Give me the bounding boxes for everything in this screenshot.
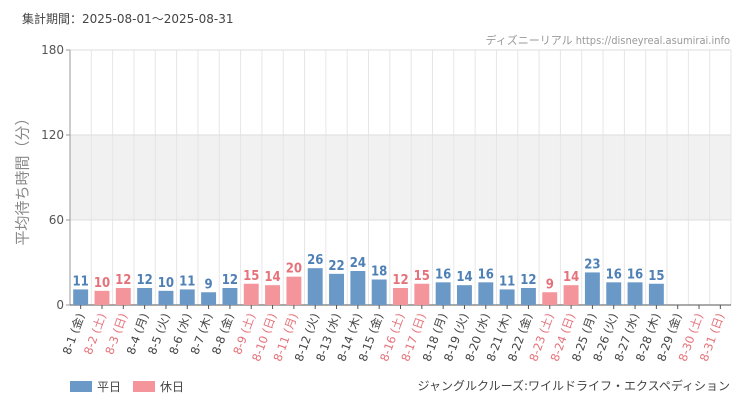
bar-holiday [115, 288, 131, 305]
bar-weekday [499, 289, 515, 305]
y-tick-label: 120 [41, 128, 64, 142]
bar-value-label: 16 [606, 267, 622, 282]
bar-value-label: 23 [584, 257, 600, 272]
bar-weekday [606, 282, 622, 305]
bar-value-label: 9 [546, 277, 554, 292]
bar-weekday [222, 288, 238, 305]
bar-holiday [414, 283, 430, 305]
bar-value-label: 12 [520, 273, 536, 288]
bar-value-label: 11 [73, 274, 89, 289]
bar-value-label: 10 [94, 276, 110, 291]
bar-weekday [648, 283, 664, 305]
bar-value-label: 22 [328, 259, 344, 274]
bar-value-label: 14 [264, 270, 280, 285]
bar-value-label: 15 [648, 269, 664, 284]
bar-holiday [265, 285, 281, 305]
bar-value-label: 26 [307, 253, 323, 268]
y-tick-label: 0 [56, 298, 64, 312]
bar-weekday [520, 288, 536, 305]
collection-period: 集計期間：2025-08-01～2025-08-31 [22, 12, 234, 26]
bar-value-label: 11 [499, 274, 515, 289]
bar-holiday [563, 285, 579, 305]
bar-weekday [307, 268, 323, 305]
bar-value-label: 12 [136, 273, 152, 288]
site-credit: ディズニーリアル https://disneyreal.asumirai.inf… [485, 34, 730, 47]
bar-weekday [371, 279, 387, 305]
bar-value-label: 24 [350, 256, 366, 271]
bar-value-label: 20 [286, 262, 302, 277]
bar-weekday [73, 289, 89, 305]
bar-value-label: 10 [158, 276, 174, 291]
bar-weekday [478, 282, 494, 305]
bar-holiday [393, 288, 408, 305]
bar-value-label: 14 [563, 270, 579, 285]
bar-value-label: 15 [414, 269, 430, 284]
legend-item-weekday[interactable]: 平日 [70, 378, 121, 395]
bar-weekday [584, 272, 600, 305]
legend-label-holiday: 休日 [160, 380, 185, 394]
bar-weekday [158, 290, 174, 305]
bar-value-label: 12 [392, 273, 408, 288]
bar-weekday [435, 282, 451, 305]
bar-value-label: 11 [179, 274, 195, 289]
bar-value-label: 14 [456, 270, 472, 285]
bar-weekday [627, 282, 643, 305]
bar-weekday [137, 288, 153, 305]
bar-value-label: 12 [115, 273, 131, 288]
background-band [70, 135, 731, 220]
y-tick-label: 60 [49, 213, 64, 227]
legend-swatch-holiday [133, 381, 156, 392]
bar-value-label: 12 [222, 273, 238, 288]
y-tick-label: 180 [41, 43, 64, 57]
attraction-name: ジャングルクルーズ:ワイルドライフ・エクスペディション [417, 379, 730, 393]
bar-value-label: 18 [371, 265, 387, 280]
bar-value-label: 16 [478, 267, 494, 282]
bar-weekday [457, 285, 472, 305]
legend: 平日 休日 [70, 378, 196, 395]
bar-weekday [179, 289, 195, 305]
bar-holiday [542, 292, 558, 305]
bar-weekday [201, 292, 217, 305]
bar-holiday [286, 276, 302, 305]
legend-item-holiday[interactable]: 休日 [133, 378, 184, 395]
bar-holiday [94, 290, 110, 305]
bar-value-label: 15 [243, 269, 259, 284]
bar-value-label: 9 [205, 277, 213, 292]
bar-weekday [350, 271, 366, 305]
bar-value-label: 16 [627, 267, 643, 282]
bar-value-label: 16 [435, 267, 451, 282]
legend-label-weekday: 平日 [97, 380, 122, 394]
legend-swatch-weekday [70, 381, 92, 392]
bar-holiday [243, 283, 259, 305]
bar-weekday [329, 273, 344, 305]
